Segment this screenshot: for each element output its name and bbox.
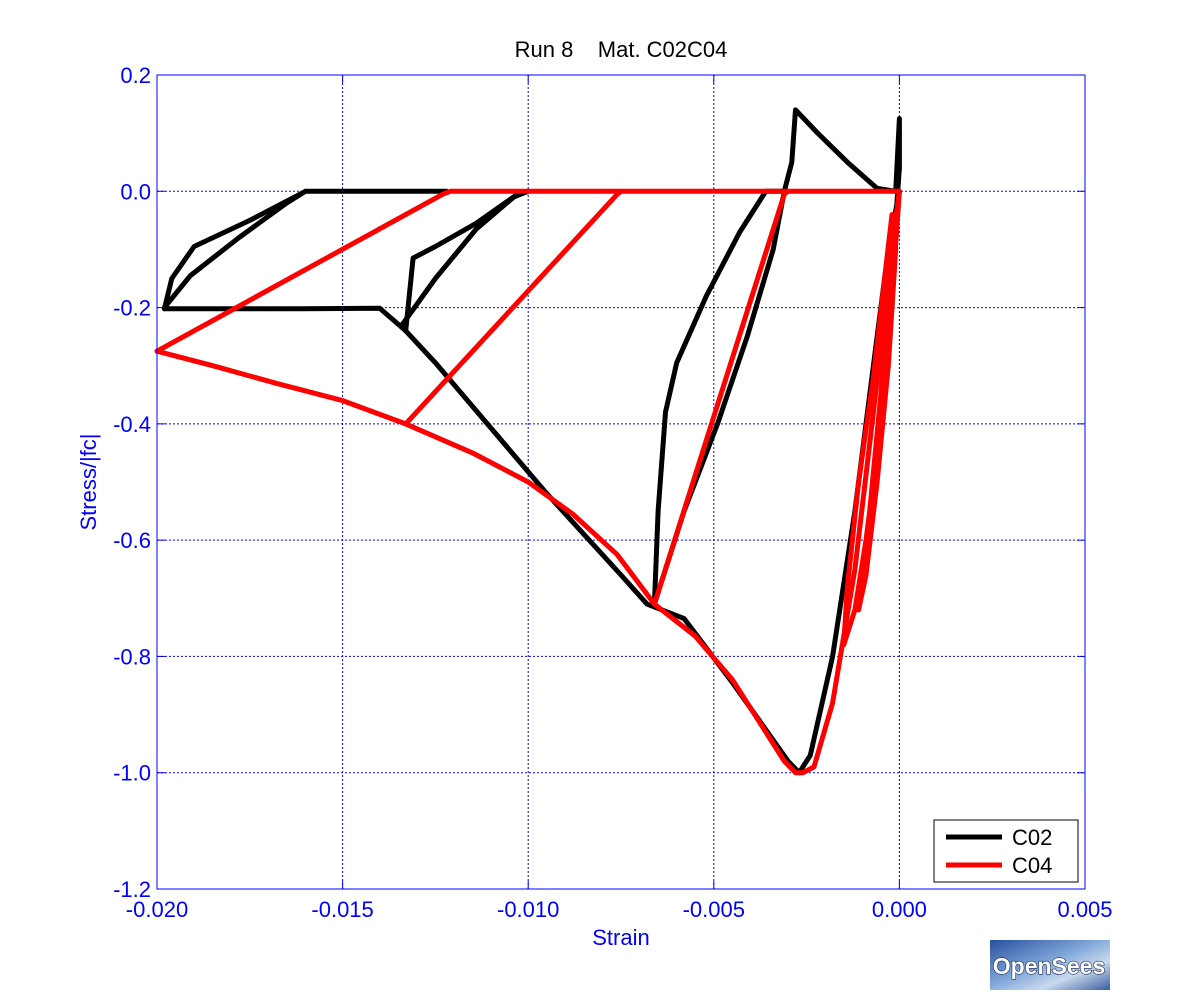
x-tick-label: 0.005 bbox=[1057, 897, 1112, 922]
x-tick-label: -0.005 bbox=[683, 897, 745, 922]
x-tick-label: -0.015 bbox=[311, 897, 373, 922]
series-line-c02 bbox=[651, 188, 787, 607]
logo-background bbox=[990, 940, 1110, 990]
x-axis-label: Strain bbox=[592, 925, 649, 950]
y-tick-label: 0.2 bbox=[120, 63, 151, 88]
series-line-c04 bbox=[841, 188, 902, 648]
y-tick-label: -1.2 bbox=[113, 877, 151, 902]
y-tick-label: -0.8 bbox=[113, 644, 151, 669]
y-tick-label: -0.6 bbox=[113, 528, 151, 553]
legend-box bbox=[933, 819, 1079, 883]
legend: C02C04 bbox=[933, 819, 1079, 883]
chart-title: Run 8 Mat. C02C04 bbox=[515, 37, 728, 62]
plot-area bbox=[157, 75, 1085, 889]
series-line-c02 bbox=[161, 188, 449, 312]
series-c04 bbox=[154, 188, 902, 776]
series-layer bbox=[154, 107, 902, 776]
legend-label-c02: C02 bbox=[1012, 825, 1052, 850]
series-line-c02 bbox=[161, 188, 308, 311]
plot-frame bbox=[156, 74, 1086, 890]
series-line-c04 bbox=[403, 188, 624, 427]
opensees-logo: OpenSees bbox=[990, 940, 1110, 990]
axis-ticks: -0.020 -0.015 -0.010 -0.005 0.000 0.005 0.2 0.0… bbox=[113, 63, 1112, 922]
y-tick-label: -0.2 bbox=[113, 296, 151, 321]
logo-text: OpenSees bbox=[993, 953, 1106, 979]
y-tick-label: -1.0 bbox=[113, 761, 151, 786]
legend-label-c04: C04 bbox=[1012, 853, 1052, 878]
x-tick-label: -0.010 bbox=[497, 897, 559, 922]
y-tick-label: 0.0 bbox=[120, 179, 151, 204]
series-line-c04 bbox=[154, 188, 902, 354]
x-tick-label: 0.000 bbox=[872, 897, 927, 922]
y-axis-label: Stress/|fc| bbox=[76, 433, 101, 530]
series-line-c02 bbox=[781, 107, 899, 194]
x-tick-label: -0.020 bbox=[126, 897, 188, 922]
y-tick-label: -0.4 bbox=[113, 412, 151, 437]
series-line-c04 bbox=[651, 188, 791, 607]
